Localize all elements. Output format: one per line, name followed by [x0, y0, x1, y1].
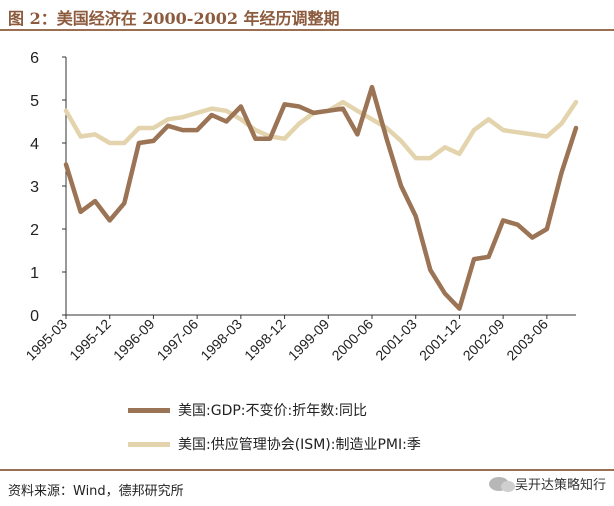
x-tick-label: 1999-09: [285, 316, 333, 364]
y-tick-label: 2: [30, 222, 39, 239]
series-lines: [63, 84, 579, 311]
x-tick-label: 2000-06: [328, 316, 376, 364]
legend-item-pmi: 美国:供应管理协会(ISM):制造业PMI:季: [128, 434, 421, 454]
x-tick-label: 2001-03: [372, 316, 420, 364]
y-tick-label: 6: [30, 50, 39, 67]
line-chart: 0 1 2 3 4 5 6 1995-031995-121996-091997-061998…: [22, 50, 579, 363]
x-tick-label: 1996-09: [110, 316, 158, 364]
x-tick-label: 2002-09: [460, 316, 508, 364]
legend-swatch-gdp: [128, 407, 170, 413]
y-tick-label: 4: [30, 136, 39, 153]
title-rule: [0, 29, 614, 31]
legend-label-pmi: 美国:供应管理协会(ISM):制造业PMI:季: [178, 437, 421, 453]
series-line-gdp: [63, 84, 579, 311]
x-tick-label: 2003-06: [503, 316, 551, 364]
x-axis-ticks: 1995-031995-121996-091997-061998-031998-…: [22, 315, 551, 363]
watermark-text: 吴开达策略知行: [514, 478, 606, 493]
y-axis-ticks: 0 1 2 3 4 5 6: [30, 50, 66, 325]
x-tick-label: 2001-12: [416, 316, 464, 364]
x-tick-label: 1997-06: [154, 316, 202, 364]
x-tick-label: 1998-12: [241, 316, 289, 364]
y-tick-label: 3: [30, 179, 39, 196]
wechat-icon: [488, 476, 515, 492]
y-tick-label: 5: [30, 93, 39, 110]
y-tick-label: 0: [30, 308, 39, 325]
watermark: 吴开达策略知行: [488, 474, 606, 493]
y-tick-label: 1: [30, 265, 39, 282]
chart-title: 图 2：美国经济在 2000-2002 年经历调整期: [8, 9, 340, 28]
x-tick-label: 1998-03: [197, 316, 245, 364]
legend-item-gdp: 美国:GDP:不变价:折年数:同比: [128, 400, 367, 420]
source-note: 资料来源：Wind，德邦研究所: [8, 484, 184, 499]
x-tick-label: 1995-12: [66, 316, 114, 364]
footer-rule: [0, 469, 614, 471]
legend-label-gdp: 美国:GDP:不变价:折年数:同比: [178, 403, 367, 419]
chart-axes: [65, 57, 576, 316]
legend-swatch-pmi: [128, 441, 170, 447]
